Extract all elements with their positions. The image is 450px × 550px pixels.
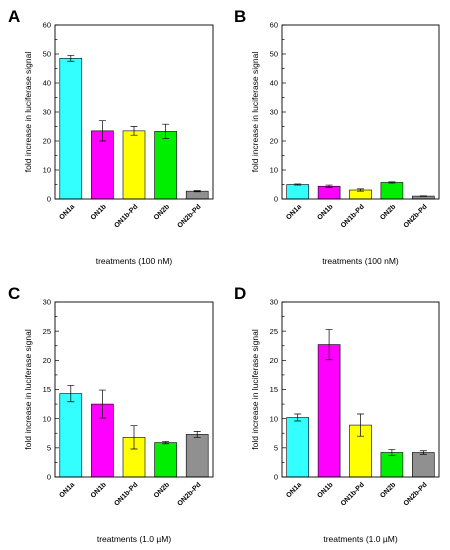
category-label: ON1b	[316, 481, 334, 499]
panel-letter: C	[8, 284, 20, 303]
y-tick-label: 25	[43, 327, 51, 336]
x-axis-title: treatments (100 nM)	[322, 256, 399, 266]
y-tick-label: 20	[270, 137, 278, 146]
y-tick-label: 30	[43, 108, 51, 117]
chart-panel-a: A ON1a ON1b ON1b-Pd ON2b ON2b-Pd 0 10 20 30 40 50 60…	[8, 7, 213, 266]
category-label: ON2b	[153, 481, 171, 499]
y-tick-label: 25	[270, 327, 278, 336]
chart-panel-d: D ON1a ON1b ON1b-Pd ON2b ON2b-Pd 0 5 10 15 20 25 30 f…	[234, 284, 439, 544]
bar-on1a	[287, 185, 309, 200]
x-axis-title: treatments (1.0 µM)	[97, 534, 172, 544]
category-label: ON1b-Pd	[113, 203, 139, 229]
y-tick-label: 50	[270, 50, 278, 59]
y-tick-label: 0	[47, 195, 51, 204]
panel-letter: A	[8, 7, 20, 26]
x-axis-title: treatments (1.0 µM)	[323, 534, 398, 544]
bar-on1b	[318, 345, 340, 477]
bar-on1b	[318, 186, 340, 199]
bar-on2b	[381, 182, 403, 199]
panel-letter: D	[234, 284, 246, 303]
category-label: ON2b	[153, 203, 171, 221]
y-tick-label: 10	[270, 166, 278, 175]
y-tick-label: 5	[274, 443, 278, 452]
category-label: ON2b	[379, 481, 397, 499]
y-tick-label: 15	[43, 385, 51, 394]
y-tick-label: 10	[43, 166, 51, 175]
y-axis-title: fold increase in luciferase signal	[23, 329, 33, 450]
y-tick-label: 30	[270, 298, 278, 307]
plot-frame	[282, 25, 439, 199]
y-axis-title: fold increase in luciferase signal	[23, 52, 33, 173]
bar-on1b-pd	[123, 131, 145, 199]
category-label: ON1b-Pd	[340, 203, 366, 229]
bar-on2b	[155, 443, 177, 477]
y-tick-label: 40	[270, 79, 278, 88]
category-label: ON1b	[316, 203, 334, 221]
y-tick-label: 30	[43, 298, 51, 307]
y-tick-label: 5	[47, 443, 51, 452]
y-tick-label: 0	[274, 473, 278, 482]
category-label: ON1b	[90, 481, 108, 499]
y-tick-label: 0	[274, 195, 278, 204]
category-label: ON1a	[58, 481, 76, 499]
bar-on1a	[287, 418, 309, 478]
bar-on1a	[60, 394, 82, 477]
y-tick-label: 20	[43, 356, 51, 365]
bar-on2b-pd	[186, 191, 208, 199]
category-label: ON1b	[90, 203, 108, 221]
y-tick-label: 10	[43, 414, 51, 423]
bar-on2b	[381, 453, 403, 478]
category-label: ON2b-Pd	[403, 203, 429, 229]
y-tick-label: 50	[43, 50, 51, 59]
chart-panel-c: C ON1a ON1b ON1b-Pd ON2b ON2b-Pd 0 5 10 15 20 25 30 f…	[8, 284, 213, 544]
y-axis-title: fold increase in luciferase signal	[250, 329, 260, 450]
category-label: ON1a	[58, 203, 76, 221]
y-tick-label: 20	[270, 356, 278, 365]
y-tick-label: 60	[270, 21, 278, 30]
chart-panel-b: B ON1a ON1b ON1b-Pd ON2b ON2b-Pd 0 10 20 30 40 50 60…	[234, 7, 439, 266]
bar-on2b-pd	[186, 434, 208, 477]
y-tick-label: 15	[270, 385, 278, 394]
y-tick-label: 10	[270, 414, 278, 423]
category-label: ON1a	[285, 481, 303, 499]
y-tick-label: 0	[47, 473, 51, 482]
panel-letter: B	[234, 7, 246, 26]
category-label: ON1a	[285, 203, 303, 221]
y-tick-label: 20	[43, 137, 51, 146]
category-label: ON2b-Pd	[176, 203, 202, 229]
x-axis-title: treatments (100 nM)	[96, 256, 173, 266]
y-axis-title: fold increase in luciferase signal	[250, 52, 260, 173]
category-label: ON2b	[379, 203, 397, 221]
bar-on2b	[155, 131, 177, 199]
bar-on1a	[60, 58, 82, 199]
bar-on2b-pd	[412, 453, 434, 478]
category-label: ON1b-Pd	[113, 481, 139, 507]
category-label: ON2b-Pd	[176, 481, 202, 507]
y-tick-label: 60	[43, 21, 51, 30]
y-tick-label: 40	[43, 79, 51, 88]
category-label: ON1b-Pd	[340, 481, 366, 507]
error-bar-on2b-pd	[420, 196, 427, 197]
category-label: ON2b-Pd	[403, 481, 429, 507]
y-tick-label: 30	[270, 108, 278, 117]
